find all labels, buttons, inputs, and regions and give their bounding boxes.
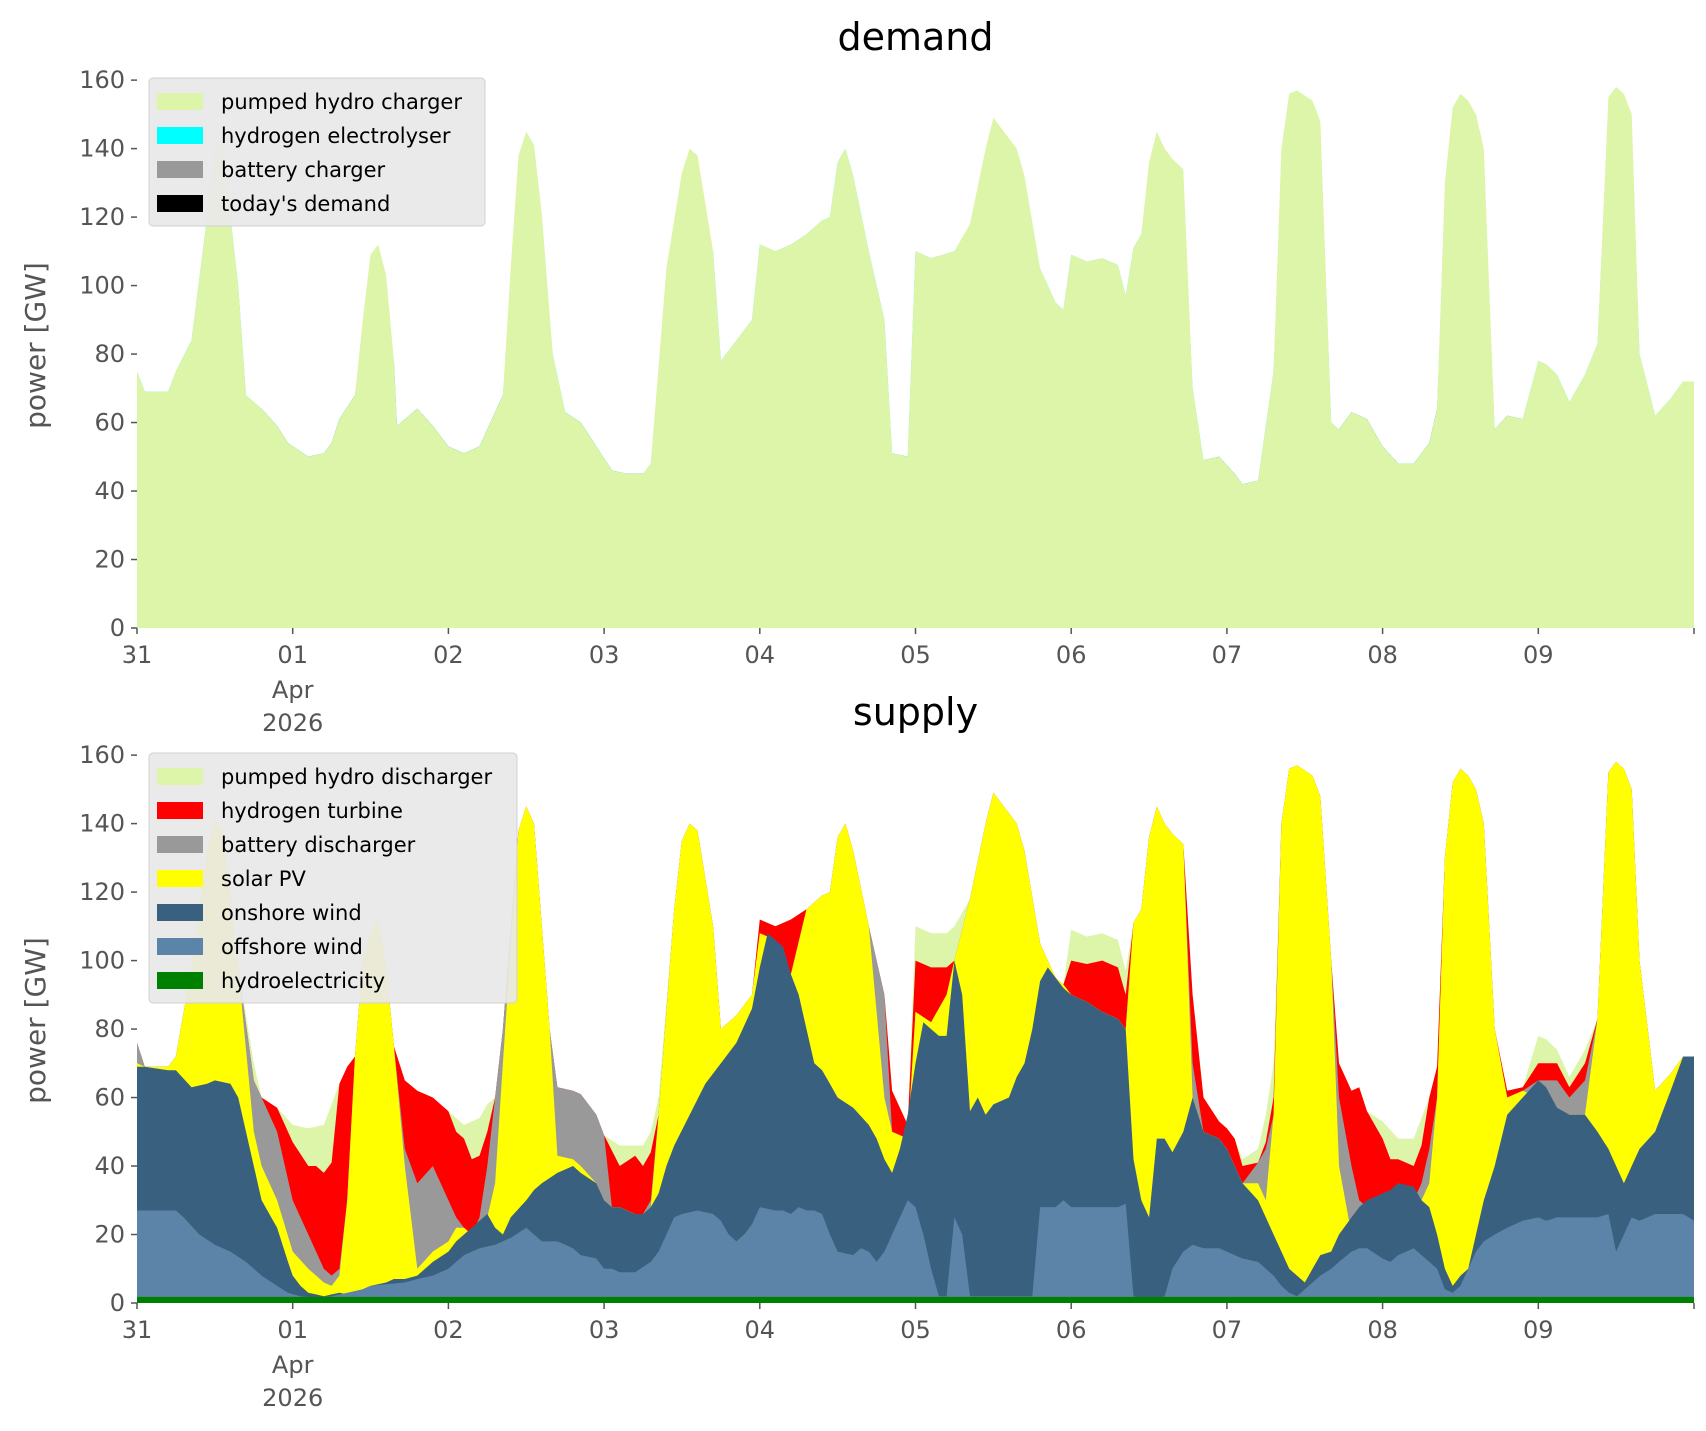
- legend-label-battery-discharger: battery discharger: [221, 833, 416, 857]
- legend-swatch-pumped-hydro-charger: [157, 93, 203, 110]
- legend-swatch-today-s-demand: [157, 195, 203, 212]
- y-tick-label: 20: [94, 546, 125, 574]
- y-tick-label: 0: [110, 614, 125, 642]
- y-tick-label: 80: [94, 1015, 125, 1043]
- x-tick-label: 07: [1212, 641, 1243, 669]
- x-tick-label: 03: [589, 641, 620, 669]
- legend-box: [148, 752, 518, 1004]
- x-tick-label: 31: [122, 641, 153, 669]
- legend-label-hydrogen-turbine: hydrogen turbine: [221, 799, 403, 823]
- area-onshore-wind: [137, 933, 1694, 1303]
- legend-swatch-hydrogen-turbine: [157, 802, 203, 819]
- y-tick-label: 120: [79, 203, 125, 231]
- x-tick-label: 09: [1523, 641, 1554, 669]
- legend: pumped hydro discharger hydrogen turbine b…: [148, 752, 518, 1004]
- x-tick-label: 06: [1056, 641, 1087, 669]
- y-tick-label: 100: [79, 947, 125, 975]
- legend-label-hydrogen-electrolyser: hydrogen electrolyser: [221, 124, 451, 148]
- x-tick-label: 05: [900, 641, 931, 669]
- area-pumped-hydro-charger: [137, 87, 1694, 628]
- legend-label-solar-pv: solar PV: [221, 867, 306, 891]
- x-tick-label: 01: [277, 641, 308, 669]
- legend-label-battery-charger: battery charger: [221, 158, 386, 182]
- x-tick-label: 02: [433, 1316, 464, 1344]
- legend-swatch-pumped-hydro-discharger: [157, 768, 203, 785]
- x-tick-label: 03: [589, 1316, 620, 1344]
- y-tick-label: 160: [79, 66, 125, 94]
- y-tick-label: 120: [79, 878, 125, 906]
- y-tick-label: 80: [94, 340, 125, 368]
- legend-label-offshore-wind: offshore wind: [221, 935, 363, 959]
- legend-label-pumped-hydro-discharger: pumped hydro discharger: [221, 765, 492, 789]
- area-offshore-wind: [137, 1200, 1694, 1303]
- legend-swatch-solar-pv: [157, 870, 203, 887]
- y-axis-label: power [GW]: [19, 937, 52, 1104]
- y-tick-label: 60: [94, 409, 125, 437]
- legend: pumped hydro charger hydrogen electrolyse…: [148, 77, 486, 227]
- demand-chart: 0 20 40 60 80 100 120 140 160 31 01 Apr 2026 02 03 04 05…: [19, 15, 1695, 737]
- x-tick-label: 08: [1367, 1316, 1398, 1344]
- y-tick-label: 160: [79, 741, 125, 769]
- y-tick-label: 140: [79, 135, 125, 163]
- chart-title: demand: [837, 15, 993, 59]
- y-tick-label: 0: [110, 1289, 125, 1317]
- y-tick-label: 20: [94, 1221, 125, 1249]
- area-solar-pv: [137, 762, 1694, 1303]
- legend-label-pumped-hydro-charger: pumped hydro charger: [221, 90, 462, 114]
- legend-swatch-battery-discharger: [157, 836, 203, 853]
- x-tick-sublabel: 2026: [262, 1384, 323, 1412]
- legend-label-today-s-demand: today's demand: [221, 192, 390, 216]
- x-tick-label: 09: [1523, 1316, 1554, 1344]
- x-tick-label: 01: [277, 1316, 308, 1344]
- y-tick-label: 40: [94, 477, 125, 505]
- x-tick-sublabel: Apr: [272, 676, 314, 704]
- x-tick-label: 08: [1367, 641, 1398, 669]
- x-tick-label: 07: [1212, 1316, 1243, 1344]
- x-tick-label: 04: [745, 1316, 776, 1344]
- x-tick-label: 05: [900, 1316, 931, 1344]
- legend-box: [148, 77, 486, 227]
- x-tick-label: 06: [1056, 1316, 1087, 1344]
- x-tick-sublabel: Apr: [272, 1351, 314, 1379]
- legend-label-onshore-wind: onshore wind: [221, 901, 362, 925]
- x-tick-label: 31: [122, 1316, 153, 1344]
- legend-label-hydroelectricity: hydroelectricity: [221, 969, 385, 993]
- y-axis-label: power [GW]: [19, 262, 52, 429]
- legend-swatch-onshore-wind: [157, 904, 203, 921]
- x-tick-sublabel: 2026: [262, 709, 323, 737]
- x-tick-label: 04: [745, 641, 776, 669]
- chart-title: supply: [853, 690, 978, 734]
- legend-swatch-hydroelectricity: [157, 972, 203, 989]
- legend-swatch-offshore-wind: [157, 938, 203, 955]
- y-tick-label: 60: [94, 1084, 125, 1112]
- legend-swatch-hydrogen-electrolyser: [157, 127, 203, 144]
- legend-swatch-battery-charger: [157, 161, 203, 178]
- y-tick-label: 40: [94, 1152, 125, 1180]
- x-tick-label: 02: [433, 641, 464, 669]
- y-tick-label: 140: [79, 810, 125, 838]
- supply-chart: 0 20 40 60 80 100 120 140 160 31 01 Apr 2026 02 03 04 05…: [19, 690, 1695, 1412]
- y-tick-label: 100: [79, 272, 125, 300]
